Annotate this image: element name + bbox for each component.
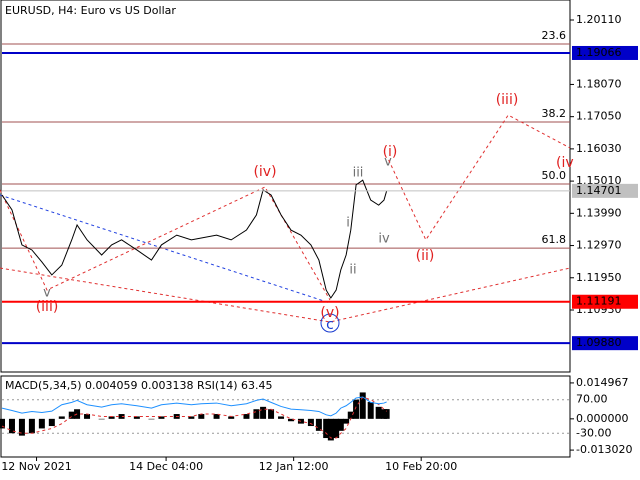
wave-label: (iii)	[496, 92, 519, 108]
macd-bar	[28, 418, 35, 434]
wave-label: iv	[378, 232, 390, 247]
macd-bar	[108, 416, 115, 419]
macd-bar	[228, 416, 235, 419]
y-tick-label: 0.014967	[576, 376, 629, 389]
level-label: 1.19066	[576, 46, 622, 59]
x-tick-label: 10 Feb 20:00	[385, 460, 457, 473]
wave-label: (i)	[383, 144, 398, 160]
macd-bar	[118, 414, 125, 419]
macd-bar	[38, 418, 45, 429]
macd-bar	[268, 409, 275, 419]
wave-label: (iii)	[36, 299, 59, 315]
macd-bar	[307, 418, 314, 427]
macd-bar	[343, 418, 350, 424]
level-box	[572, 183, 638, 198]
chart-title: EURUSD, H4: Euro vs US Dollar	[5, 4, 176, 17]
macd-bar	[213, 414, 220, 419]
level-label: 1.11191	[576, 295, 622, 308]
macd-bar	[367, 402, 374, 419]
rsi-line	[1, 396, 387, 417]
macd-bar	[383, 409, 390, 419]
macd-bar	[243, 414, 250, 419]
wave-circle	[320, 313, 340, 333]
projection-line	[388, 114, 571, 241]
macd-bar	[8, 418, 15, 434]
indicator-panel	[0, 375, 571, 458]
macd-bar	[198, 414, 205, 419]
wave-label: i	[346, 216, 350, 231]
y-tick-label: -0.013020	[576, 443, 632, 456]
macd-bar	[347, 411, 354, 419]
level-box	[572, 45, 638, 60]
macd-bar	[353, 399, 360, 419]
fib-label: 23.6	[542, 29, 567, 42]
fib-label: 50.0	[542, 169, 567, 182]
wave-label: (ii)	[416, 248, 435, 264]
rsi-readout: 63.45	[241, 379, 273, 392]
macd-bar	[0, 418, 5, 429]
price-line	[1, 179, 388, 299]
macd-bar	[188, 416, 195, 419]
wave-label: (iv)	[253, 164, 276, 180]
macd-bar	[375, 406, 382, 419]
fib-label: 61.8	[542, 233, 567, 246]
signal-readout: 0.003138	[141, 379, 194, 392]
y-tick-label: 1.17050	[576, 110, 622, 123]
wave-label: (iv	[556, 155, 574, 171]
y-tick-label: 0.000000	[576, 412, 629, 425]
wave-line	[0, 186, 331, 301]
wave-label: (v)	[320, 305, 339, 321]
macd-bar	[315, 418, 322, 431]
macd-bar	[84, 414, 91, 419]
y-tick-label: 1.20110	[576, 13, 622, 26]
signal-line	[1, 396, 387, 439]
macd-bar	[260, 406, 267, 419]
macd-bar	[278, 416, 285, 419]
level-box	[572, 294, 638, 309]
y-tick-label: 1.11950	[576, 271, 622, 284]
macd-bar	[148, 418, 155, 420]
wave-label: c	[326, 317, 334, 333]
macd-bar	[287, 418, 294, 422]
macd-readout: 0.004059	[85, 379, 138, 392]
rsi-title: RSI(14)	[197, 379, 237, 392]
macd-bar	[133, 416, 140, 419]
indicator-title: MACD(5,34,5) 0.004059 0.003138 RSI(14) 6…	[5, 379, 273, 392]
macd-bar	[68, 411, 75, 419]
macd-bar	[158, 416, 165, 419]
level-label: 1.14701	[576, 184, 622, 197]
macd-bar	[48, 418, 55, 427]
macd-bar	[333, 418, 340, 439]
main-panel	[0, 0, 571, 373]
macd-bar	[327, 418, 334, 441]
wave-label: iii	[353, 166, 364, 181]
macd-bar	[359, 392, 366, 419]
macd-bar	[337, 418, 344, 431]
x-tick-label: 14 Dec 04:00	[129, 460, 203, 473]
y-tick-label: 1.12970	[576, 239, 622, 252]
y-tick-label: 1.15010	[576, 174, 622, 187]
macd-bar	[18, 418, 25, 436]
y-tick-label: 1.16030	[576, 142, 622, 155]
wave-label: v	[384, 155, 392, 170]
y2-tick-label: -30.00	[576, 426, 611, 439]
trend-line	[0, 194, 331, 304]
y-tick-label: 1.18070	[576, 77, 622, 90]
macd-bar	[98, 418, 105, 420]
wave-label: ii	[349, 263, 356, 278]
level-label: 1.09880	[576, 336, 622, 349]
fib-label: 38.2	[542, 107, 567, 120]
wave-label: v	[43, 286, 51, 301]
level-box	[572, 336, 638, 351]
macd-bar	[253, 409, 260, 419]
x-tick-label: 12 Nov 2021	[1, 460, 71, 473]
y2-tick-label: 70.00	[576, 393, 608, 406]
macd-title: MACD(5,34,5)	[5, 379, 82, 392]
channel-line	[0, 267, 571, 323]
macd-bar	[58, 416, 65, 419]
y-tick-label: 1.13990	[576, 206, 622, 219]
x-tick-label: 12 Jan 12:00	[259, 460, 329, 473]
macd-bar	[323, 418, 330, 439]
